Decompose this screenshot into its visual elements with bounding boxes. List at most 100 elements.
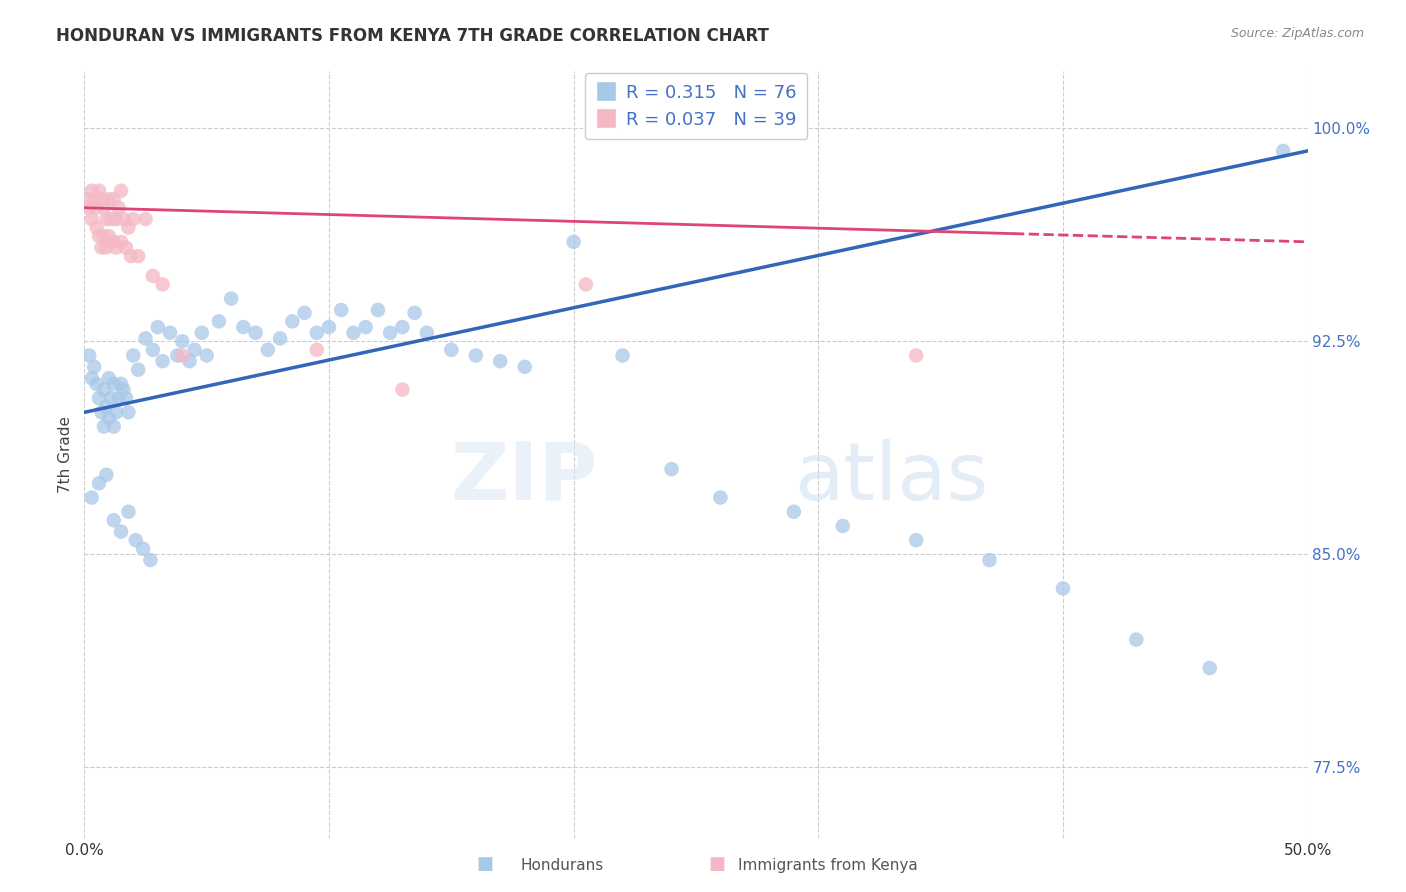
Point: [135, 331, 157, 345]
Point: [103, 376, 125, 391]
Point: [76, 192, 98, 206]
Point: [107, 391, 129, 405]
Point: [172, 334, 194, 349]
Text: ZIP: ZIP: [451, 439, 598, 517]
Point: [232, 320, 254, 334]
Point: [96, 212, 118, 227]
Point: [195, 349, 218, 363]
Y-axis label: 7th Grade: 7th Grade: [58, 417, 73, 493]
Point: [100, 391, 122, 405]
Text: ■: ■: [477, 855, 494, 872]
Point: [269, 331, 291, 345]
Point: [80, 371, 103, 385]
Point: [93, 201, 115, 215]
Point: [80, 184, 103, 198]
Point: [90, 405, 112, 419]
Point: [142, 343, 165, 357]
Point: [489, 354, 512, 368]
Point: [172, 349, 194, 363]
Point: [152, 354, 174, 368]
Point: [979, 553, 1001, 567]
Point: [97, 192, 120, 206]
Point: [87, 391, 110, 405]
Point: [122, 349, 145, 363]
Text: Source: ZipAtlas.com: Source: ZipAtlas.com: [1230, 27, 1364, 40]
Point: [562, 235, 585, 249]
Point: [96, 467, 118, 482]
Point: [183, 343, 205, 357]
Legend: R = 0.315   N = 76, R = 0.037   N = 39: R = 0.315 N = 76, R = 0.037 N = 39: [585, 73, 807, 139]
Point: [120, 249, 142, 263]
Point: [93, 419, 115, 434]
Text: Hondurans: Hondurans: [520, 858, 603, 872]
Point: [709, 491, 731, 505]
Point: [152, 277, 174, 292]
Point: [122, 212, 145, 227]
Point: [93, 229, 115, 244]
Point: [105, 240, 128, 254]
Point: [1052, 582, 1074, 596]
Point: [77, 349, 100, 363]
Point: [100, 212, 122, 227]
Point: [330, 303, 353, 318]
Point: [380, 326, 402, 340]
Point: [219, 292, 242, 306]
Point: [142, 268, 165, 283]
Point: [112, 212, 135, 227]
Point: [612, 349, 634, 363]
Point: [294, 306, 316, 320]
Point: [97, 371, 120, 385]
Point: [132, 541, 155, 556]
Point: [83, 192, 105, 206]
Point: [103, 419, 125, 434]
Point: [96, 400, 118, 414]
Point: [115, 240, 138, 254]
Point: [97, 411, 120, 425]
Point: [87, 184, 110, 198]
Point: [146, 320, 169, 334]
Point: [139, 553, 162, 567]
Point: [110, 184, 132, 198]
Point: [575, 277, 598, 292]
Point: [103, 192, 125, 206]
Point: [77, 201, 100, 215]
Point: [117, 220, 139, 235]
Point: [86, 201, 108, 215]
Text: Immigrants from Kenya: Immigrants from Kenya: [738, 858, 918, 872]
Point: [391, 320, 413, 334]
Point: [87, 229, 110, 244]
Point: [281, 314, 304, 328]
Point: [1272, 144, 1295, 158]
Point: [208, 314, 231, 328]
Point: [80, 491, 103, 505]
Point: [127, 362, 149, 376]
Point: [87, 476, 110, 491]
Point: [117, 405, 139, 419]
Point: [112, 383, 135, 397]
Point: [115, 391, 138, 405]
Point: [440, 343, 463, 357]
Point: [135, 212, 157, 227]
Point: [90, 192, 112, 206]
Point: [464, 349, 486, 363]
Point: [257, 343, 280, 357]
Point: [831, 519, 853, 533]
Point: [905, 533, 928, 548]
Point: [93, 383, 115, 397]
Point: [367, 303, 389, 318]
Point: [191, 326, 214, 340]
Point: [105, 212, 128, 227]
Point: [513, 359, 536, 374]
Point: [1198, 661, 1220, 675]
Point: [179, 354, 201, 368]
Point: [107, 201, 129, 215]
Point: [342, 326, 364, 340]
Point: [783, 505, 806, 519]
Point: [127, 249, 149, 263]
Point: [661, 462, 683, 476]
Point: [305, 326, 328, 340]
Point: [86, 376, 108, 391]
Point: [416, 326, 439, 340]
Point: [905, 349, 928, 363]
Point: [245, 326, 267, 340]
